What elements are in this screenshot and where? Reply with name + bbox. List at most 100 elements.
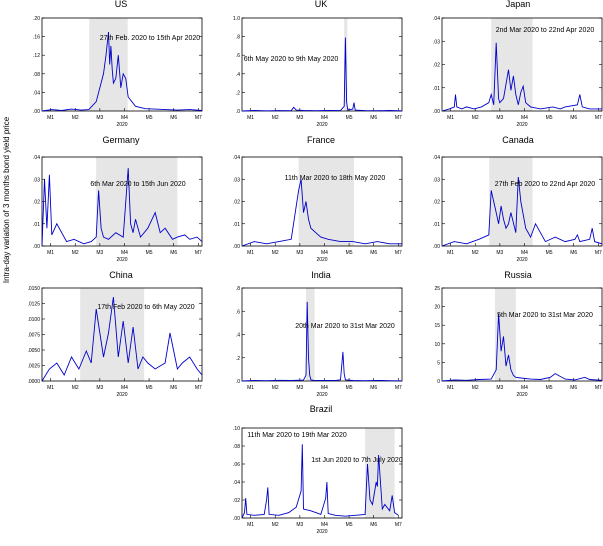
shaded-period	[89, 18, 128, 111]
y-tick-label: .2	[236, 90, 240, 96]
x-tick-label: M4	[321, 115, 328, 121]
period-annotation: 17th Feb 2020 to 6th May 2020	[97, 304, 194, 311]
x-tick-label: M5	[346, 115, 353, 121]
y-tick-label: .04	[233, 480, 240, 486]
x-tick-label: M3	[96, 385, 103, 391]
x-tick-label: M4	[321, 385, 328, 391]
period-annotation: 5th Mar 2020 to 31st Mar 2020	[497, 312, 593, 319]
series-line	[241, 301, 403, 382]
x-tick-label: M2	[272, 522, 279, 528]
y-tick-label: .03	[233, 177, 240, 183]
y-tick-label: 25	[434, 286, 440, 292]
y-tick-label: .0150	[27, 286, 40, 292]
x-tick-label: M4	[321, 250, 328, 256]
panel-uk: UK .0 .2 .4 .6 .8 1.0 M1 M2 M3 M4 M5 M6 M7 2020 6th May…	[233, 0, 403, 128]
panel-france: France .00 .01 .02 .03 .04 M1 M2 M3 M4 M5 M6 M7 2020 1…	[233, 135, 403, 263]
y-tick-label: .08	[33, 72, 40, 78]
shaded-period	[494, 288, 516, 381]
x-tick-label: M6	[170, 250, 177, 256]
y-tick-label: .04	[433, 155, 440, 161]
panel-india: India .0 .2 .4 .6 .8 M1 M2 M3 M4 M5 M6 M7 2020 20th Ma…	[236, 270, 403, 398]
plot-frame	[441, 287, 603, 382]
x-tick-label: M6	[170, 115, 177, 121]
y-tick-label: .01	[433, 86, 440, 92]
y-tick-label: .03	[33, 177, 40, 183]
x-tick-label: M2	[472, 250, 479, 256]
x-tick-label: M3	[496, 385, 503, 391]
panel-title: Japan	[506, 0, 531, 9]
x-tick-label: M4	[521, 115, 528, 121]
y-tick-label: .0000	[27, 379, 40, 385]
x-tick-label: M6	[170, 385, 177, 391]
x-tick-label: M6	[370, 522, 377, 528]
period-annotation: 6th Mar 2020 to 15th Jun 2020	[90, 181, 185, 188]
series-line	[41, 168, 203, 247]
period-annotation: 1st Jun 2020 to 7th July 2020	[311, 457, 403, 464]
x-tick-label: M2	[272, 115, 279, 121]
x-tick-label: M1	[247, 115, 254, 121]
y-tick-label: .00	[233, 516, 240, 522]
y-tick-label: .04	[233, 155, 240, 161]
x-tick-label: M2	[72, 250, 79, 256]
x-tick-label: M2	[272, 250, 279, 256]
y-tick-label: .4	[236, 72, 240, 78]
x-tick-label: M5	[546, 250, 553, 256]
plot-frame	[241, 427, 403, 519]
panel-title: India	[311, 270, 331, 280]
y-tick-label: 0	[437, 379, 440, 385]
x-tick-label: M1	[447, 250, 454, 256]
x-year-label: 2020	[316, 257, 327, 263]
y-tick-label: .02	[433, 63, 440, 69]
panel-title: UK	[315, 0, 328, 9]
x-tick-label: M3	[496, 250, 503, 256]
y-tick-label: .04	[33, 155, 40, 161]
x-tick-label: M5	[146, 250, 153, 256]
y-tick-label: .04	[33, 90, 40, 96]
y-tick-label: 1.0	[233, 16, 240, 22]
shaded-period	[298, 157, 354, 246]
x-tick-label: M7	[395, 385, 402, 391]
y-tick-label: .20	[33, 16, 40, 22]
x-year-label: 2020	[516, 122, 527, 128]
panel-title: Canada	[502, 135, 534, 145]
x-tick-label: M3	[96, 250, 103, 256]
y-tick-label: .08	[233, 444, 240, 450]
panel-title: Brazil	[310, 404, 333, 414]
x-tick-label: M3	[96, 115, 103, 121]
plot-frame	[41, 17, 203, 112]
y-tick-label: .0100	[27, 317, 40, 323]
shaded-period	[489, 157, 533, 246]
x-tick-label: M4	[521, 250, 528, 256]
series-line	[241, 37, 403, 112]
x-year-label: 2020	[516, 392, 527, 398]
x-year-label: 2020	[116, 257, 127, 263]
x-year-label: 2020	[116, 392, 127, 398]
panel-title: Germany	[102, 135, 140, 145]
period-annotation-extra: 11th Mar 2020 to 19th Mar 2020	[247, 432, 347, 439]
panel-us: US .00 .04 .08 .12 .16 .20 M1 M2 M3 M4 M5 M6 M7 2020 27…	[33, 0, 203, 128]
x-tick-label: M1	[247, 522, 254, 528]
y-tick-label: .01	[233, 222, 240, 228]
y-tick-label: .01	[33, 222, 40, 228]
series-line	[41, 31, 203, 112]
series-line	[441, 176, 603, 247]
panel-canada: Canada .00 .01 .02 .03 .04 M1 M2 M3 M4 M5 M6 M7 2020 2…	[433, 135, 603, 263]
x-tick-label: M7	[395, 522, 402, 528]
shaded-period	[80, 288, 145, 381]
y-tick-label: 20	[434, 305, 440, 311]
series-line	[241, 444, 399, 519]
y-tick-label: .0	[236, 379, 240, 385]
x-tick-label: M7	[195, 250, 202, 256]
y-tick-label: .0	[236, 109, 240, 115]
x-tick-label: M2	[472, 115, 479, 121]
x-tick-label: M7	[595, 250, 602, 256]
x-year-label: 2020	[316, 122, 327, 128]
x-tick-label: M3	[296, 250, 303, 256]
y-tick-label: 5	[437, 360, 440, 366]
y-tick-label: .01	[433, 222, 440, 228]
period-annotation: 20th Mar 2020 to 31st Mar 2020	[295, 323, 395, 330]
y-tick-label: .00	[33, 109, 40, 115]
x-tick-label: M3	[296, 385, 303, 391]
panel-title: US	[115, 0, 128, 9]
